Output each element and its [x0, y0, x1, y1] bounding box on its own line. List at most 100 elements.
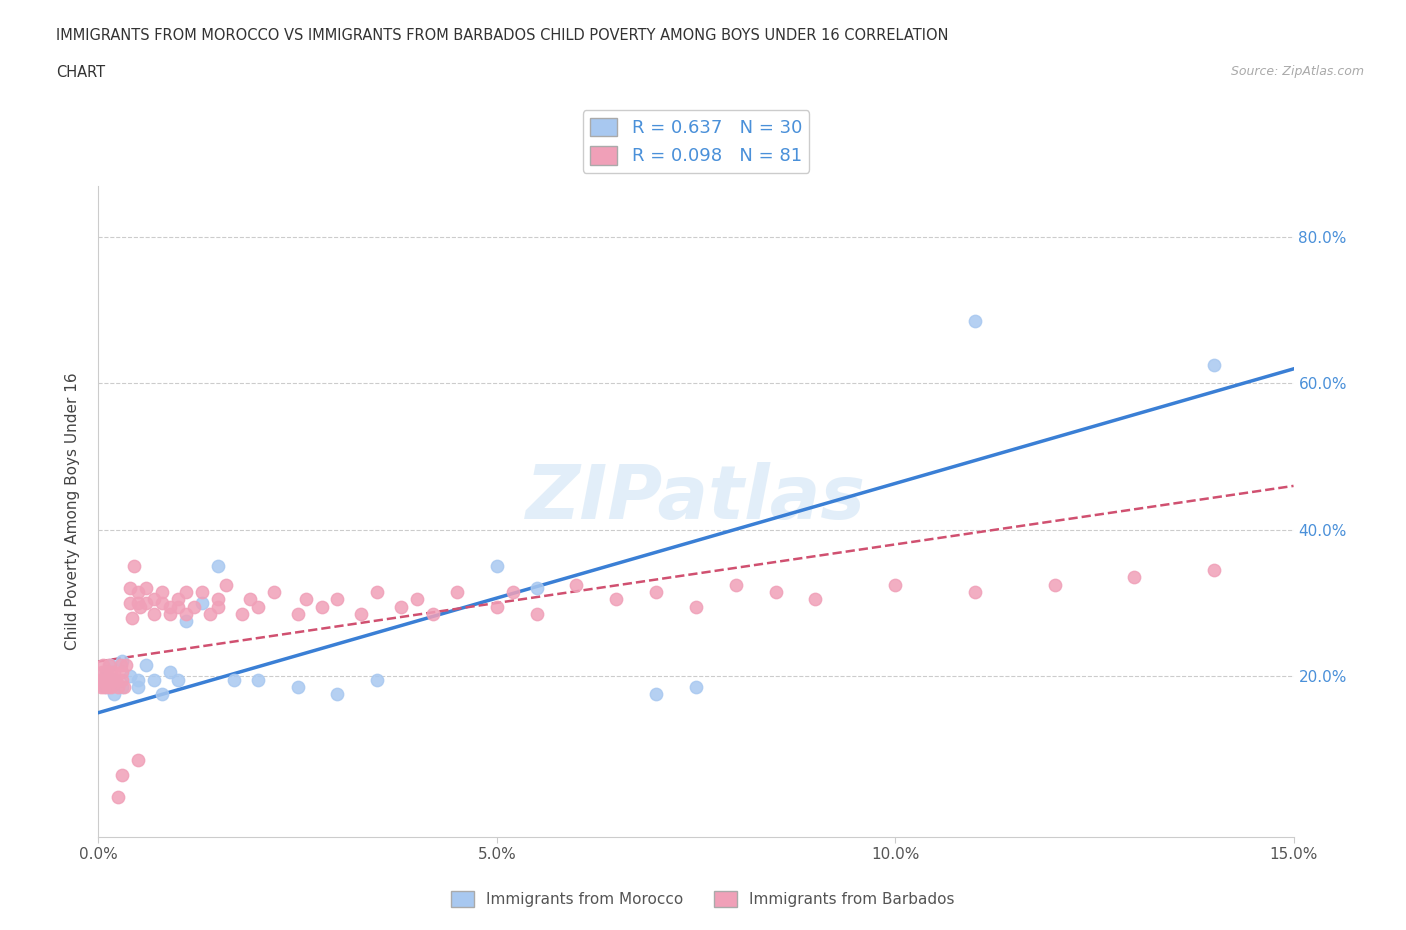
Point [111, 680, 134, 695]
Point [485, 559, 508, 574]
Text: ZIPatlas: ZIPatlas [526, 462, 866, 535]
Point [111, 672, 134, 687]
Point [100, 665, 122, 680]
Point [94, 665, 117, 680]
Point [207, 599, 229, 614]
Point [111, 665, 134, 680]
Point [96, 680, 118, 695]
Text: Source: ZipAtlas.com: Source: ZipAtlas.com [1230, 65, 1364, 78]
Point [159, 606, 181, 621]
Point [103, 665, 125, 680]
Point [311, 599, 333, 614]
Point [91, 672, 114, 687]
Point [103, 672, 125, 687]
Point [215, 578, 238, 592]
Point [222, 672, 245, 687]
Point [101, 672, 124, 687]
Point [207, 591, 229, 606]
Point [135, 581, 157, 596]
Point [124, 559, 146, 574]
Point [96, 672, 118, 687]
Point [127, 595, 149, 610]
Y-axis label: Child Poverty Among Boys Under 16: Child Poverty Among Boys Under 16 [65, 373, 80, 650]
Point [326, 687, 349, 702]
Point [389, 599, 412, 614]
Point [111, 654, 134, 669]
Point [93, 680, 115, 695]
Point [90, 665, 112, 680]
Point [366, 585, 388, 600]
Point [167, 672, 190, 687]
Point [94, 672, 117, 687]
Point [115, 658, 138, 672]
Point [406, 591, 429, 606]
Point [287, 606, 309, 621]
Point [100, 658, 122, 672]
Point [645, 687, 668, 702]
Point [120, 581, 142, 596]
Point [565, 578, 588, 592]
Point [422, 606, 444, 621]
Point [91, 672, 114, 687]
Point [207, 559, 229, 574]
Point [121, 610, 143, 625]
Legend: Immigrants from Morocco, Immigrants from Barbados: Immigrants from Morocco, Immigrants from… [446, 884, 960, 913]
Point [89, 672, 111, 687]
Point [143, 672, 166, 687]
Point [1123, 570, 1146, 585]
Point [1202, 563, 1225, 578]
Point [96, 665, 118, 680]
Point [120, 595, 142, 610]
Point [198, 606, 221, 621]
Point [685, 680, 707, 695]
Point [174, 614, 197, 629]
Point [287, 680, 309, 695]
Point [127, 585, 149, 600]
Point [150, 687, 173, 702]
Legend: R = 0.637   N = 30, R = 0.098   N = 81: R = 0.637 N = 30, R = 0.098 N = 81 [583, 111, 808, 173]
Point [159, 665, 181, 680]
Point [174, 585, 197, 600]
Point [150, 595, 173, 610]
Point [91, 658, 114, 672]
Point [326, 591, 349, 606]
Point [174, 606, 197, 621]
Point [263, 585, 285, 600]
Point [239, 591, 262, 606]
Point [127, 680, 149, 695]
Point [446, 585, 468, 600]
Point [127, 752, 149, 767]
Point [112, 680, 135, 695]
Point [526, 606, 548, 621]
Point [128, 599, 150, 614]
Point [159, 599, 181, 614]
Point [97, 658, 120, 672]
Point [294, 591, 316, 606]
Point [110, 658, 132, 672]
Point [135, 595, 157, 610]
Point [143, 606, 166, 621]
Point [765, 585, 787, 600]
Point [191, 585, 214, 600]
Point [100, 680, 122, 695]
Point [167, 591, 190, 606]
Point [135, 658, 157, 672]
Point [1043, 578, 1066, 592]
Point [107, 790, 129, 804]
Point [685, 599, 707, 614]
Point [231, 606, 253, 621]
Point [366, 672, 388, 687]
Point [143, 591, 166, 606]
Point [963, 314, 986, 329]
Point [963, 585, 986, 600]
Point [1202, 358, 1225, 373]
Point [526, 581, 548, 596]
Point [127, 672, 149, 687]
Text: CHART: CHART [56, 65, 105, 80]
Point [167, 599, 190, 614]
Point [104, 672, 127, 687]
Point [120, 669, 142, 684]
Point [884, 578, 907, 592]
Point [150, 585, 173, 600]
Point [97, 680, 120, 695]
